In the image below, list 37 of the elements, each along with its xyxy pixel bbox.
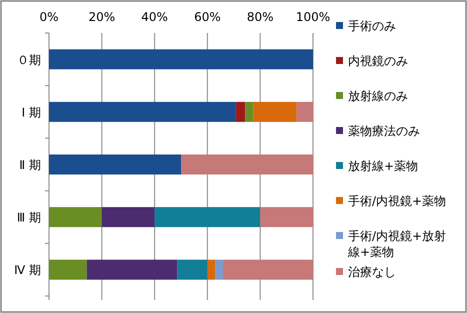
- bar: [236, 102, 246, 122]
- bar: [49, 154, 181, 174]
- bar: [222, 260, 313, 280]
- bar: [154, 207, 260, 228]
- bar: [215, 260, 223, 280]
- legend-label: 手術/内視鏡+放射線+薬物: [347, 229, 446, 259]
- bar: [49, 49, 313, 70]
- y-tick-label: Ⅱ 期: [19, 158, 41, 172]
- legend-label: 放射線のみ: [348, 89, 408, 103]
- legend-label: 治療なし: [348, 265, 396, 279]
- bar: [177, 260, 208, 280]
- legend-label: 内視鏡のみ: [348, 54, 408, 68]
- bar: [296, 102, 313, 122]
- x-tick-label: 20%: [88, 10, 116, 24]
- bar: [181, 154, 313, 174]
- legend-label: 放射線+薬物: [348, 159, 418, 173]
- bar: [102, 207, 155, 228]
- bar: [49, 207, 102, 228]
- bar: [253, 102, 297, 122]
- legend-label: 手術のみ: [348, 19, 396, 33]
- bar: [260, 207, 313, 228]
- legend-label: 手術/内視鏡+薬物: [348, 194, 446, 208]
- y-tick-label: ０期: [17, 52, 41, 67]
- x-tick-label: 80%: [246, 10, 274, 24]
- bar: [49, 260, 87, 280]
- x-tick-label: 100%: [296, 10, 330, 24]
- bar: [245, 102, 254, 122]
- x-tick-label: 60%: [194, 10, 221, 24]
- bar: [49, 102, 236, 122]
- bar: [86, 260, 178, 280]
- legend-label: 薬物療法のみ: [348, 124, 420, 138]
- y-tick-label: Ⅳ 期: [14, 263, 41, 278]
- x-tick-label: 0%: [39, 10, 59, 24]
- bar: [207, 260, 216, 280]
- y-tick-label: Ⅲ 期: [16, 210, 41, 225]
- y-tick-label: Ⅰ 期: [22, 105, 41, 120]
- x-tick-label: 40%: [141, 10, 168, 24]
